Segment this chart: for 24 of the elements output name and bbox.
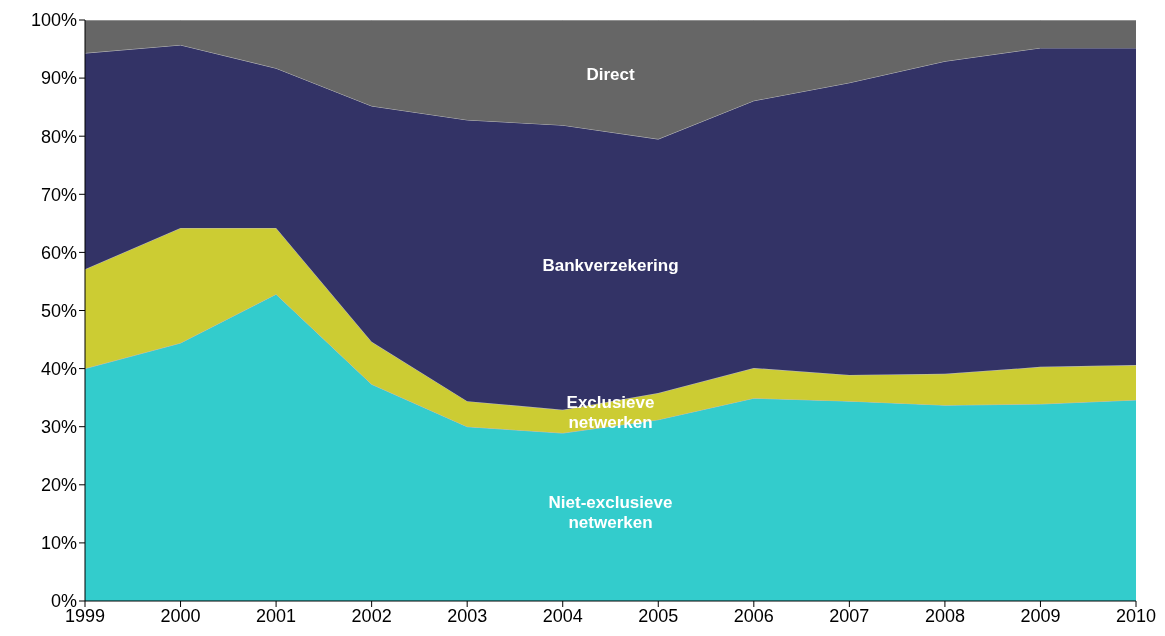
x-tick-label: 2002 [351, 605, 392, 626]
x-tick-label: 2001 [256, 605, 297, 626]
y-tick-label: 20% [40, 475, 77, 496]
x-tick-label: 2005 [638, 605, 679, 626]
y-tick-label: 40% [40, 358, 77, 379]
series-label: Niet-exclusieve netwerken [548, 493, 673, 533]
x-tick-label: 2003 [447, 605, 488, 626]
x-tick-label: 2009 [1020, 605, 1061, 626]
y-tick-label: 80% [40, 126, 77, 147]
x-tick-label: 2000 [160, 605, 201, 626]
x-tick-label: 2008 [924, 605, 965, 626]
series-label: Bankverzekering [542, 256, 679, 276]
y-tick-label: 30% [40, 417, 77, 438]
y-tick-label: 70% [40, 184, 77, 205]
y-tick-label: 10% [40, 533, 77, 554]
x-tick-label: 2007 [829, 605, 870, 626]
x-tick-label: 2004 [542, 605, 583, 626]
y-tick-label: 60% [40, 242, 77, 263]
y-tick-label: 50% [40, 300, 77, 321]
y-tick-label: 90% [40, 68, 77, 89]
x-tick-label: 2010 [1115, 605, 1157, 626]
x-tick-label: 2006 [733, 605, 774, 626]
y-tick-label: 100% [30, 10, 77, 31]
series-label: Direct [586, 65, 635, 85]
